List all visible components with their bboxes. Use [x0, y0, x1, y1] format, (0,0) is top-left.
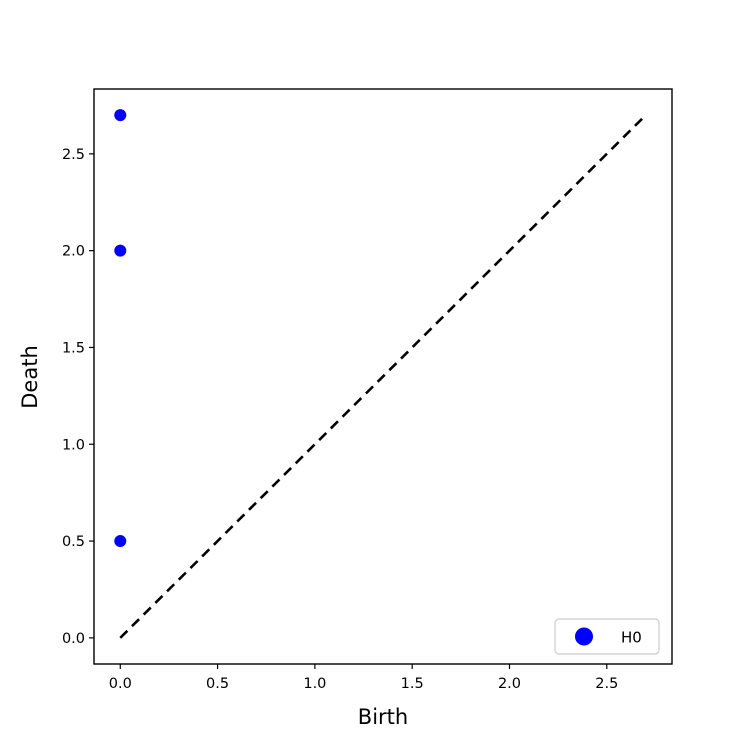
x-tick-label: 1.0: [303, 676, 326, 692]
x-axis-label: Birth: [358, 705, 408, 729]
y-tick-label: 0.5: [62, 534, 85, 550]
y-tick-label: 1.0: [62, 437, 85, 453]
y-tick-label: 1.5: [62, 340, 85, 356]
y-tick-label: 0.0: [62, 631, 85, 647]
data-point: [114, 109, 127, 122]
data-marks: [114, 109, 647, 639]
legend-label: H0: [621, 629, 642, 647]
legend-box: [554, 618, 660, 655]
y-tick-label: 2.5: [62, 147, 85, 163]
data-point: [114, 244, 127, 257]
x-tick-label: 2.0: [498, 676, 521, 692]
y-axis-label: Death: [18, 345, 42, 409]
legend: H0: [554, 618, 660, 655]
diagonal-line: [119, 114, 647, 639]
x-tick-label: 0.5: [206, 676, 229, 692]
legend-marker: [575, 627, 593, 646]
axes: 0.0 0.5 1.0 1.5 2.0 2.5 0.0 0.5 1.0 1.5 2.0 2.5: [62, 88, 673, 692]
x-tick-label: 2.5: [595, 676, 618, 692]
axes-frame: [93, 88, 673, 665]
data-point: [114, 535, 127, 548]
x-tick-label: 0.0: [109, 676, 132, 692]
x-tick-label: 1.5: [401, 676, 424, 692]
y-tick-label: 2.0: [62, 244, 85, 260]
